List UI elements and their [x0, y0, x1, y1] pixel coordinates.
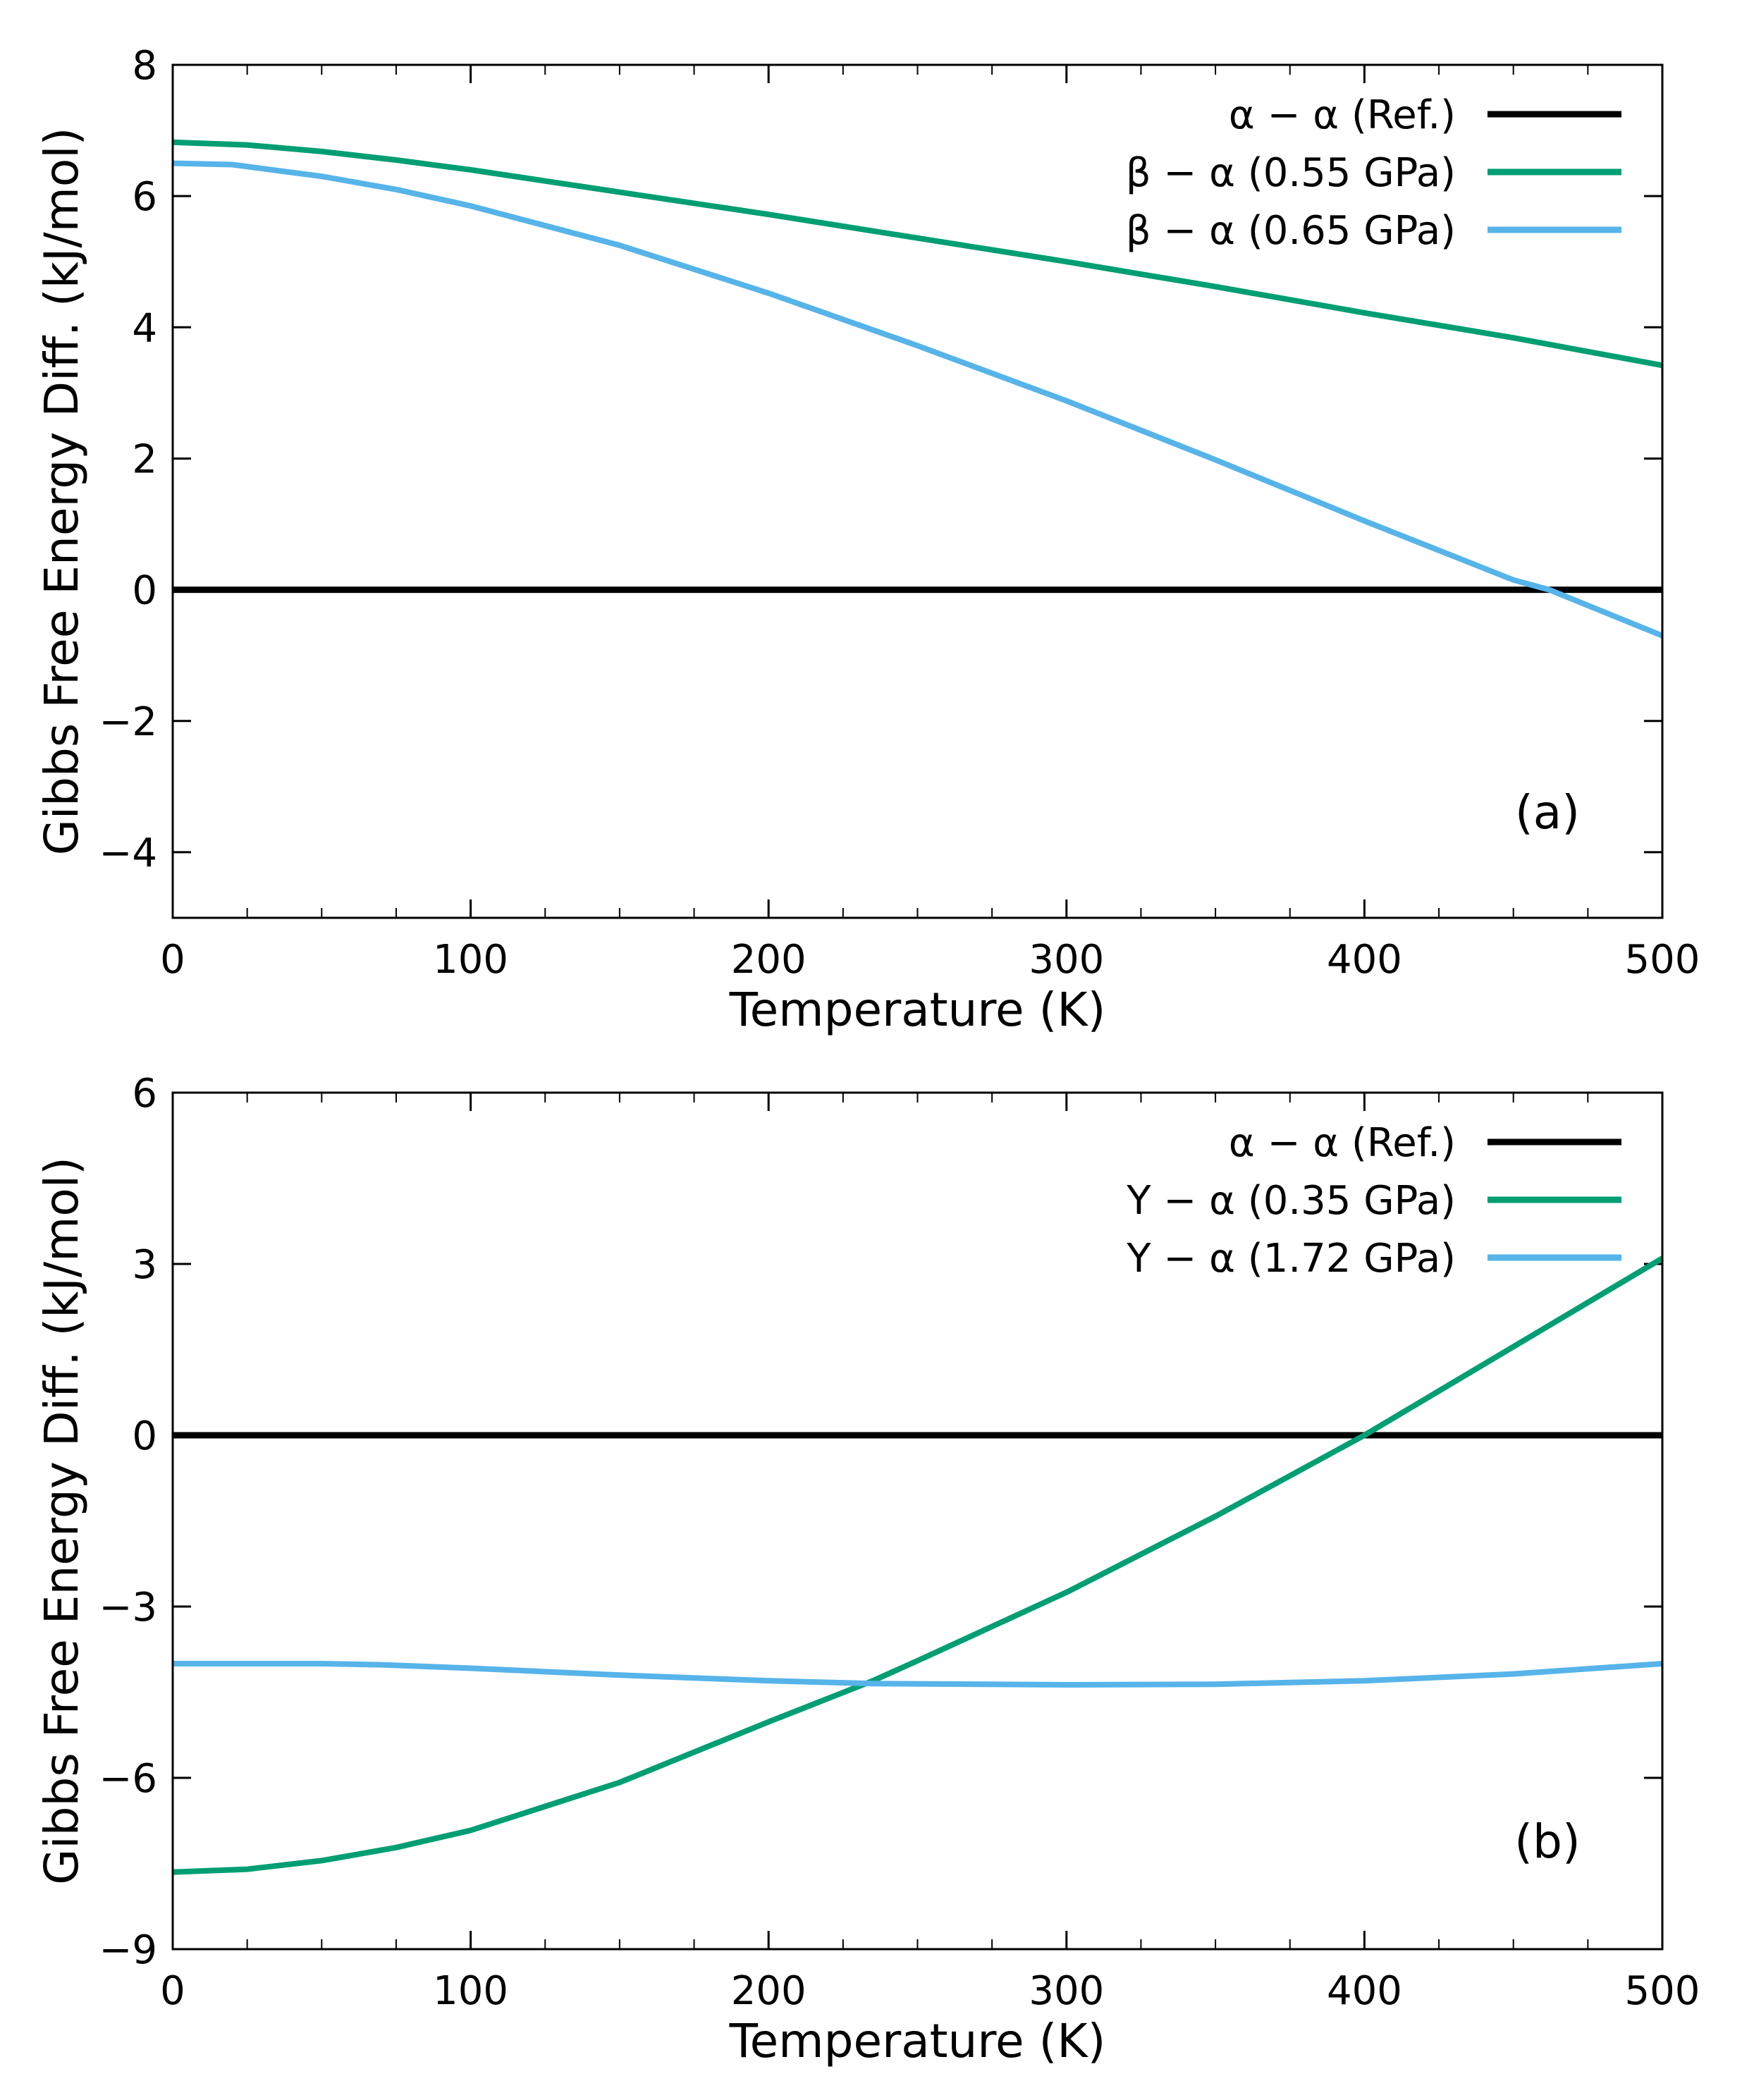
- x-tick-label: 200: [731, 937, 806, 983]
- panel-label: (b): [1514, 1815, 1580, 1869]
- y-tick-label: −2: [99, 699, 157, 745]
- x-tick-label: 300: [1029, 937, 1104, 983]
- chart-panel-1: 0 100 200 300 400 500 −9 −6 −3 0 3 6 α − α (Ref.) Y −…: [35, 1071, 1700, 2068]
- x-tick-label: 400: [1327, 1968, 1402, 2014]
- legend-label: β − α (0.55 GPa): [1126, 150, 1456, 196]
- legend-label: β − α (0.65 GPa): [1126, 208, 1456, 254]
- y-tick-label: 0: [132, 1413, 157, 1459]
- series-line-1: [172, 139, 1663, 369]
- plot-frame: [171, 1091, 1664, 1951]
- x-tick-label: 0: [160, 937, 185, 983]
- x-tick-label: 0: [160, 1968, 185, 2014]
- y-tick-label: −4: [99, 830, 157, 876]
- x-tick-label: 300: [1029, 1968, 1104, 2014]
- y-tick-label: −6: [99, 1756, 157, 1802]
- y-tick-label: −3: [99, 1585, 157, 1631]
- x-axis-title: Temperature (K): [729, 2014, 1106, 2068]
- legend: α − α (Ref.) Y − α (0.35 GPa) Y − α (1.72 …: [1126, 1120, 1621, 1282]
- y-tick-label: 4: [132, 305, 157, 351]
- x-tick-label: 100: [433, 937, 508, 983]
- y-axis-title: Gibbs Free Energy Diff. (kJ/mol): [35, 1157, 89, 1885]
- x-tick-label: 500: [1625, 1968, 1700, 2014]
- series-line-1: [172, 1255, 1664, 1875]
- y-axis-title: Gibbs Free Energy Diff. (kJ/mol): [35, 128, 89, 856]
- y-tick-label: 6: [132, 1071, 157, 1117]
- x-tick-label: 200: [731, 1968, 806, 2014]
- panel-label: (a): [1515, 785, 1580, 840]
- y-tick-label: 8: [132, 43, 157, 89]
- legend-label: α − α (Ref.): [1229, 92, 1456, 138]
- y-tick-label: 0: [132, 568, 157, 614]
- x-tick-label: 500: [1625, 937, 1700, 983]
- legend-label: α − α (Ref.): [1229, 1120, 1456, 1166]
- x-tick-label: 100: [433, 1968, 508, 2014]
- y-tick-label: −9: [99, 1927, 157, 1973]
- legend: α − α (Ref.) β − α (0.55 GPa) β − α (0.65 …: [1126, 92, 1621, 254]
- series-line-2: [173, 1661, 1663, 1688]
- x-tick-label: 400: [1327, 937, 1402, 983]
- legend-label: Y − α (0.35 GPa): [1126, 1178, 1456, 1224]
- series-line-2: [172, 160, 1664, 639]
- x-axis-title: Temperature (K): [729, 983, 1106, 1037]
- plot-frame: [171, 63, 1664, 919]
- y-tick-label: 2: [132, 436, 157, 482]
- y-tick-label: 3: [132, 1242, 157, 1288]
- y-tick-label: 6: [132, 174, 157, 220]
- legend-label: Y − α (1.72 GPa): [1126, 1236, 1456, 1282]
- chart-panel-0: 0 100 200 300 400 500 −4 −2 0 2 4 6 8 α − α (Ref.) β −…: [35, 43, 1700, 1037]
